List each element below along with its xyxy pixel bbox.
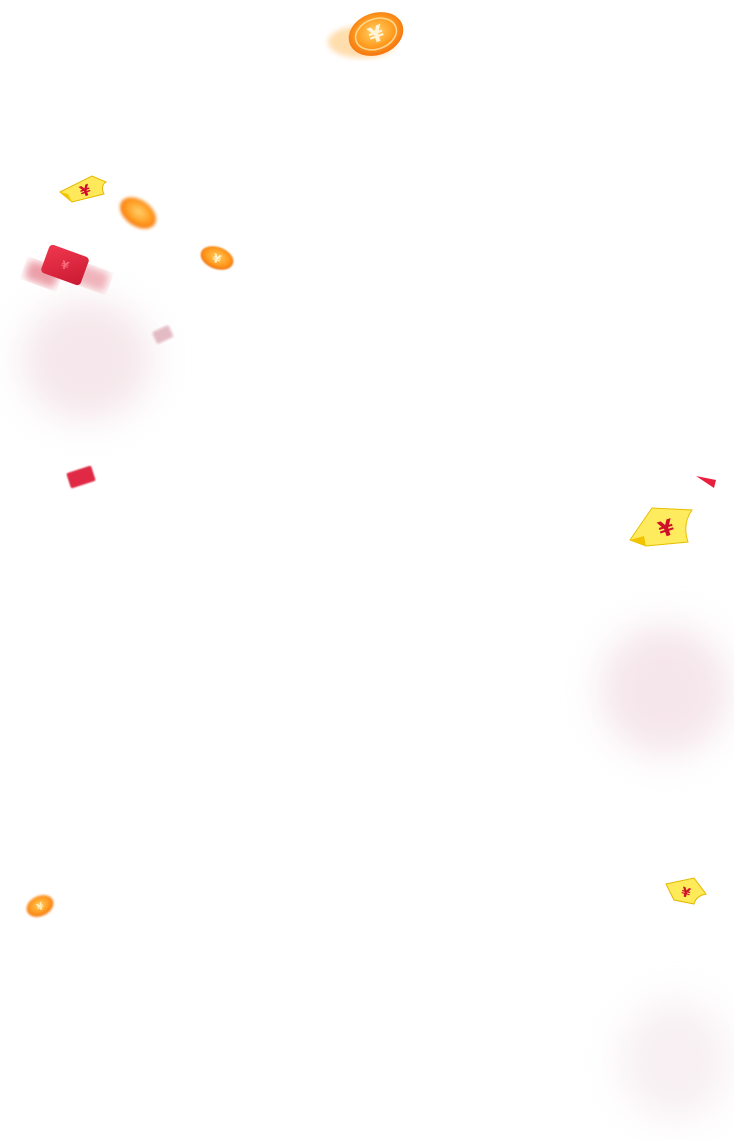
gold-coin-icon: ¥ — [318, 4, 414, 66]
gold-coin-icon — [112, 192, 164, 234]
svg-text:¥: ¥ — [59, 258, 71, 273]
red-envelope-icon: ¥ — [20, 238, 112, 304]
banknote-icon: ¥ — [626, 504, 696, 550]
banknote-icon: ¥ — [664, 876, 708, 906]
svg-text:¥: ¥ — [679, 885, 692, 902]
confetti-icon — [694, 474, 720, 492]
haze-blob-bottom-right — [620, 1000, 730, 1120]
banknote-icon: ¥ — [56, 172, 108, 204]
haze-blob-left — [22, 300, 152, 420]
gold-coin-icon: ¥ — [20, 890, 60, 922]
confetti-icon — [150, 324, 176, 346]
gold-coin-icon: ¥ — [196, 242, 240, 274]
haze-blob-right — [600, 625, 730, 755]
svg-text:¥: ¥ — [35, 901, 46, 914]
red-envelope-icon — [62, 462, 100, 492]
